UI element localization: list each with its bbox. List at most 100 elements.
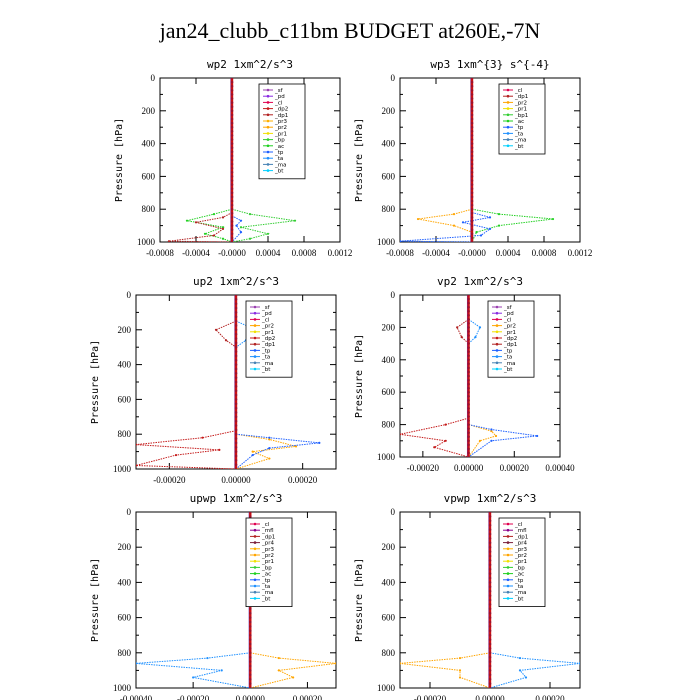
- data-point-dp1: [460, 336, 463, 339]
- legend-entry-pr2: _pr2: [261, 553, 274, 559]
- legend-marker-ma: [253, 590, 257, 594]
- data-point-zero: [467, 411, 470, 414]
- panel-title: vp2 1xm^2/s^3: [437, 275, 523, 288]
- data-point-zero: [248, 515, 252, 518]
- legend-entry-bt: _bt: [514, 144, 524, 150]
- data-point-zero: [467, 297, 470, 301]
- legend-entry-cl: _cl: [514, 522, 523, 528]
- data-point-zero: [467, 390, 470, 394]
- data-point-zero: [230, 199, 234, 203]
- legend-marker-cl: [253, 318, 257, 321]
- legend-marker-dp1: [253, 535, 257, 538]
- legend-marker-mfl: [506, 528, 510, 532]
- legend-marker-ma: [266, 163, 270, 166]
- data-point-zero: [488, 523, 492, 527]
- data-point-dp1: [456, 326, 459, 329]
- data-point-zero: [467, 394, 470, 398]
- data-point-ac: [497, 224, 501, 227]
- data-point-zero: [234, 445, 238, 449]
- data-point-zero: [467, 382, 470, 386]
- data-point-zero: [488, 581, 492, 584]
- data-point-zero: [467, 358, 470, 362]
- data-point-zero: [234, 385, 238, 388]
- data-point-zero: [470, 207, 474, 211]
- series-line-dp1: [215, 320, 237, 348]
- y-axis-label: Pressure [hPa]: [90, 558, 101, 642]
- data-point-tp: [488, 227, 492, 230]
- x-tick-label: -0.0008: [146, 248, 174, 258]
- data-point-zero: [230, 125, 234, 129]
- y-tick-label: 0: [127, 290, 132, 300]
- series-line-tp: [468, 424, 538, 457]
- data-point-zero: [467, 350, 470, 354]
- legend-marker-bp: [506, 566, 510, 569]
- data-point-zero: [230, 121, 234, 125]
- legend-marker-bt: [253, 597, 257, 600]
- legend-marker-bt: [506, 144, 510, 148]
- series-line-dp2: [136, 430, 237, 469]
- data-point-tp: [251, 453, 254, 457]
- data-point-zero: [470, 236, 474, 240]
- legend-entry-dp1: _dp1: [503, 342, 517, 348]
- data-point-zero: [467, 451, 470, 455]
- data-point-zero: [230, 158, 234, 162]
- legend-marker-bp1: [506, 113, 510, 117]
- data-point-zero: [470, 212, 474, 215]
- data-point-dp1: [221, 216, 225, 219]
- data-point-tp: [235, 224, 238, 227]
- series-line-ta: [136, 652, 251, 688]
- data-point-zero: [470, 232, 474, 236]
- y-tick-label: 400: [118, 360, 132, 370]
- legend-entry-cl: _cl: [503, 317, 512, 323]
- data-point-zero: [230, 97, 234, 100]
- data-point-ta: [578, 662, 580, 665]
- data-point-pr2: [478, 439, 482, 442]
- data-point-zero: [248, 682, 252, 685]
- data-point-zero: [488, 598, 492, 602]
- data-point-zero: [470, 191, 474, 195]
- series-line-pr2: [417, 208, 473, 242]
- data-point-zero: [470, 134, 474, 137]
- data-point-zero: [488, 616, 492, 619]
- data-point-zero: [234, 467, 238, 469]
- panel-title: wp3 1xm^{3} s^{-4}: [430, 58, 549, 71]
- data-point-zero: [467, 443, 470, 447]
- legend-marker-pr4: [506, 541, 510, 544]
- data-point-dp2: [444, 423, 447, 426]
- legend-marker-ac: [506, 572, 510, 575]
- x-tick-label: 0.00020: [293, 694, 323, 700]
- y-tick-label: 800: [118, 429, 132, 439]
- data-point-ta: [518, 669, 522, 672]
- data-point-zero: [488, 603, 492, 606]
- legend-marker-bp: [266, 138, 270, 141]
- y-tick-label: 600: [382, 171, 396, 181]
- data-point-zero: [230, 224, 234, 227]
- y-tick-label: 1000: [377, 237, 396, 247]
- data-point-zero: [230, 203, 234, 207]
- data-point-zero: [467, 342, 470, 345]
- data-point-zero: [470, 216, 474, 219]
- data-point-zero: [488, 567, 492, 571]
- legend-entry-tp: _tp: [514, 578, 524, 584]
- legend-entry-ta: _ta: [514, 131, 523, 137]
- y-tick-label: 1000: [113, 464, 132, 474]
- legend-marker-bt: [253, 367, 257, 371]
- data-point-tp: [268, 447, 271, 450]
- data-point-dp1: [224, 339, 228, 342]
- data-point-zero: [234, 389, 238, 393]
- data-point-pr2: [452, 224, 456, 227]
- legend-marker-pr2: [506, 101, 510, 104]
- data-point-zero: [470, 125, 474, 129]
- y-tick-label: 800: [382, 420, 396, 430]
- data-point-pr2: [400, 662, 402, 665]
- legend-entry-sf: _sf: [261, 305, 271, 311]
- legend-marker-dp1: [506, 535, 510, 538]
- legend-entry-tp: _tp: [261, 578, 271, 584]
- data-point-zero: [488, 611, 492, 615]
- data-point-zero: [234, 328, 238, 332]
- x-tick-label: -0.00020: [153, 475, 186, 485]
- plot-frame: [399, 294, 561, 458]
- data-point-zero: [470, 195, 474, 199]
- legend-marker-tp: [266, 150, 270, 154]
- data-point-zero: [467, 447, 470, 451]
